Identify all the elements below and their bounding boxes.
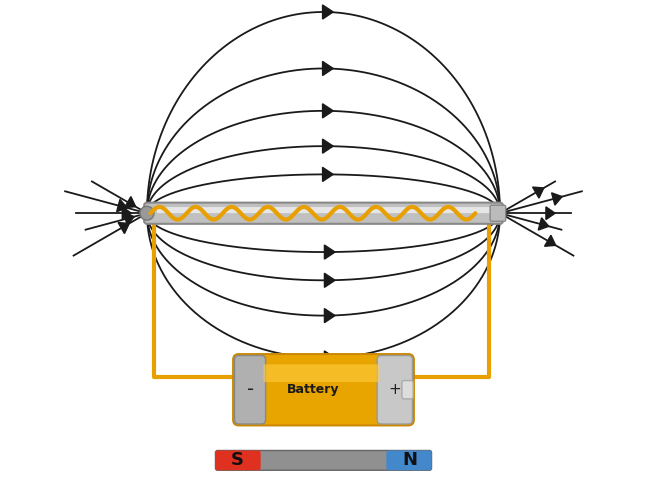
FancyBboxPatch shape: [402, 381, 413, 399]
Polygon shape: [118, 222, 129, 234]
Bar: [217, 453, 256, 468]
Text: S: S: [230, 451, 243, 469]
Polygon shape: [122, 207, 131, 220]
FancyBboxPatch shape: [234, 356, 266, 424]
Polygon shape: [324, 245, 335, 259]
Text: Battery: Battery: [287, 383, 339, 396]
FancyBboxPatch shape: [215, 450, 261, 470]
Polygon shape: [323, 5, 333, 19]
Text: +: +: [388, 382, 401, 397]
Polygon shape: [532, 187, 543, 198]
FancyBboxPatch shape: [157, 207, 490, 213]
Polygon shape: [545, 235, 556, 246]
Text: N: N: [402, 451, 417, 469]
Circle shape: [140, 206, 154, 220]
Polygon shape: [552, 193, 562, 205]
Text: -: -: [247, 380, 254, 399]
Polygon shape: [116, 199, 127, 212]
Polygon shape: [324, 351, 335, 365]
FancyBboxPatch shape: [490, 205, 506, 221]
Polygon shape: [538, 218, 549, 230]
Bar: [391, 453, 430, 468]
FancyBboxPatch shape: [386, 450, 432, 470]
FancyBboxPatch shape: [233, 354, 414, 425]
FancyBboxPatch shape: [215, 450, 432, 470]
Polygon shape: [124, 213, 135, 225]
Polygon shape: [324, 273, 335, 287]
Polygon shape: [124, 196, 136, 208]
Polygon shape: [324, 309, 335, 323]
FancyBboxPatch shape: [144, 203, 503, 224]
Polygon shape: [546, 207, 555, 220]
FancyBboxPatch shape: [263, 365, 379, 382]
Polygon shape: [323, 167, 333, 181]
FancyBboxPatch shape: [377, 356, 413, 424]
Polygon shape: [323, 61, 333, 75]
Polygon shape: [323, 139, 333, 153]
Polygon shape: [323, 104, 333, 118]
